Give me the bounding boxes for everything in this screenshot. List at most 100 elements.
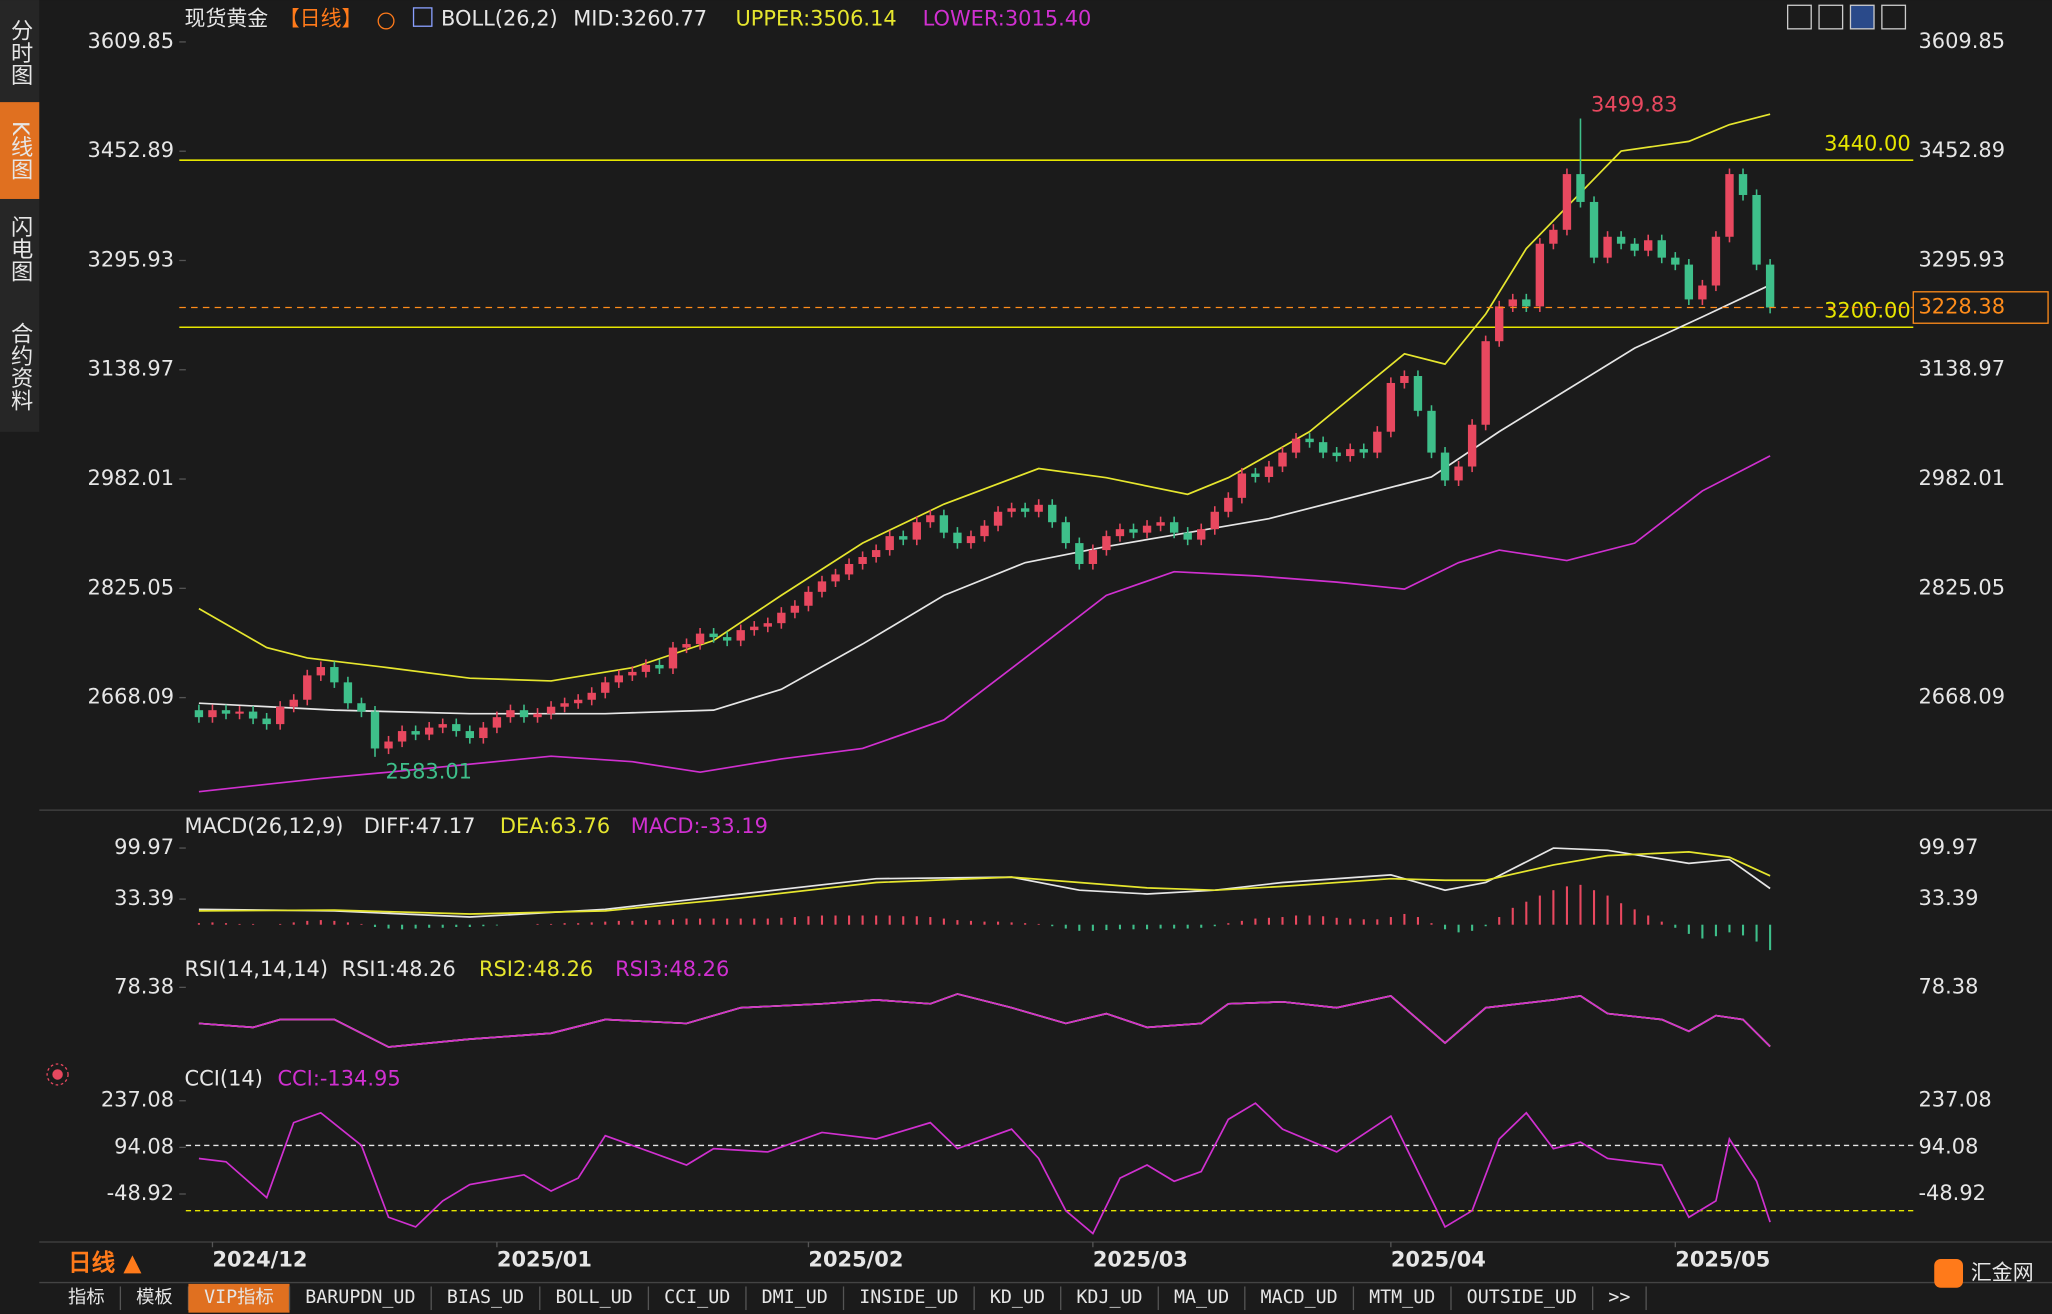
y-tick-label-right: 78.38: [1919, 974, 1979, 998]
y-tick-label: 2982.01: [88, 466, 175, 490]
boll-line: [198, 113, 1771, 682]
indicator-icon[interactable]: [412, 7, 433, 27]
candle-body: [844, 563, 854, 575]
candle-body: [709, 633, 718, 638]
x-tick-label: 2025/05: [1675, 1247, 1770, 1271]
boll-line: [198, 455, 1771, 793]
legend-entry: DIFF:47.17: [364, 814, 476, 838]
candle-body: [1251, 473, 1260, 477]
candle-body: [1549, 229, 1558, 244]
x-tick-label: 2024/12: [212, 1247, 307, 1271]
candle-body: [1481, 341, 1490, 425]
candle-body: [573, 699, 583, 704]
candle-body: [1373, 431, 1382, 453]
legend-entry: CCI:-134.95: [277, 1067, 400, 1091]
candle-body: [560, 703, 569, 707]
toolbar-icon[interactable]: [1818, 4, 1844, 30]
candle-body: [438, 724, 447, 728]
indicator-tab[interactable]: 模板: [136, 1287, 173, 1308]
sidebar-item[interactable]: 分时图: [7, 19, 33, 86]
candle-body: [397, 731, 407, 742]
candle-body: [966, 536, 976, 544]
y-tick-label: 99.97: [114, 835, 174, 859]
indicator-tab[interactable]: MTM_UD: [1369, 1287, 1435, 1308]
y-tick-label: 33.39: [114, 886, 174, 910]
legend-entry: MID:3260.77: [573, 7, 707, 31]
indicator-tab[interactable]: MACD_UD: [1261, 1287, 1338, 1308]
indicator-tab[interactable]: 指标: [68, 1287, 105, 1308]
candle-body: [1061, 522, 1070, 544]
candle-body: [1264, 466, 1274, 477]
indicator-line: [198, 993, 1771, 1048]
y-tick-label-right: 94.08: [1919, 1134, 1979, 1158]
sidebar-item[interactable]: 合约资料: [7, 322, 33, 412]
x-tick-label: 2025/03: [1093, 1247, 1188, 1271]
candle-body: [682, 644, 691, 648]
sidebar-item[interactable]: K线图: [7, 121, 33, 180]
indicator-tab[interactable]: KDJ_UD: [1076, 1287, 1142, 1308]
logo-icon: [1934, 1258, 1964, 1288]
indicator-tab[interactable]: BOLL_UD: [555, 1287, 632, 1308]
candle-body: [289, 699, 298, 707]
candle-body: [1156, 522, 1165, 526]
candle-body: [506, 710, 515, 718]
candle-body: [208, 710, 217, 718]
indicator-tab[interactable]: >>: [1608, 1287, 1630, 1308]
indicator-tab[interactable]: VIP指标: [204, 1287, 274, 1308]
candle-body: [1291, 438, 1301, 453]
indicator-tab[interactable]: INSIDE_UD: [859, 1287, 958, 1308]
pane-title: RSI(14,14,14): [185, 957, 328, 981]
candle-body: [980, 525, 989, 537]
legend-entry: DEA:63.76: [500, 814, 610, 838]
period-button[interactable]: 日线 ▲: [68, 1249, 142, 1277]
candle-body: [424, 727, 434, 735]
candle-body: [885, 536, 894, 551]
candle-body: [1576, 174, 1585, 202]
indicator-tab[interactable]: MA_UD: [1174, 1287, 1229, 1308]
indicator-tab[interactable]: OUTSIDE_UD: [1467, 1287, 1577, 1308]
period-label: 【日线】: [279, 7, 363, 31]
candle-body: [1197, 529, 1206, 540]
y-tick-label-right: 3609.85: [1919, 29, 2006, 53]
candle-body: [817, 581, 827, 592]
candle-body: [465, 731, 475, 739]
toolbar-icon[interactable]: [1881, 4, 1907, 30]
candle-body: [1765, 264, 1775, 308]
toolbar-icon[interactable]: [1786, 4, 1812, 30]
candle-body: [831, 574, 840, 582]
candle-body: [316, 667, 326, 676]
candle-body: [926, 515, 935, 523]
candle-body: [1102, 536, 1111, 551]
sidebar-item[interactable]: 闪电图: [7, 215, 33, 282]
y-tick-label-right: 3138.97: [1919, 357, 2006, 381]
candle-body: [1508, 299, 1517, 307]
indicator-tab[interactable]: KD_UD: [990, 1287, 1045, 1308]
y-tick-label: 3609.85: [88, 29, 175, 53]
y-tick-label: 94.08: [114, 1134, 174, 1158]
legend-entry: RSI1:48.26: [342, 957, 456, 981]
candle-body: [1562, 174, 1572, 230]
candle-body: [1075, 543, 1084, 564]
horizontal-line-label: 3440.00: [1824, 131, 1911, 155]
candle-body: [1020, 508, 1030, 512]
candle-body: [1684, 264, 1694, 300]
candle-body: [1535, 243, 1545, 307]
y-tick-label-right: 2668.09: [1919, 685, 2006, 709]
legend-entry: RSI3:48.26: [615, 957, 729, 981]
add-icon[interactable]: [377, 12, 395, 30]
candle-body: [194, 710, 204, 718]
y-tick-label: 78.38: [114, 974, 174, 998]
indicator-tab[interactable]: CCI_UD: [664, 1287, 730, 1308]
candle-body: [330, 667, 339, 683]
indicator-tab[interactable]: BARUPDN_UD: [305, 1287, 415, 1308]
indicator-tab[interactable]: DMI_UD: [762, 1287, 828, 1308]
toolbar-icon[interactable]: [1849, 4, 1875, 30]
candle-body: [1359, 449, 1368, 453]
candle-body: [899, 536, 908, 540]
candle-body: [221, 710, 231, 714]
y-tick-label-right: 3295.93: [1919, 247, 2006, 271]
candle-body: [546, 706, 556, 714]
indicator-tab[interactable]: BIAS_UD: [447, 1287, 524, 1308]
crosshair-icon[interactable]: [46, 1063, 69, 1086]
